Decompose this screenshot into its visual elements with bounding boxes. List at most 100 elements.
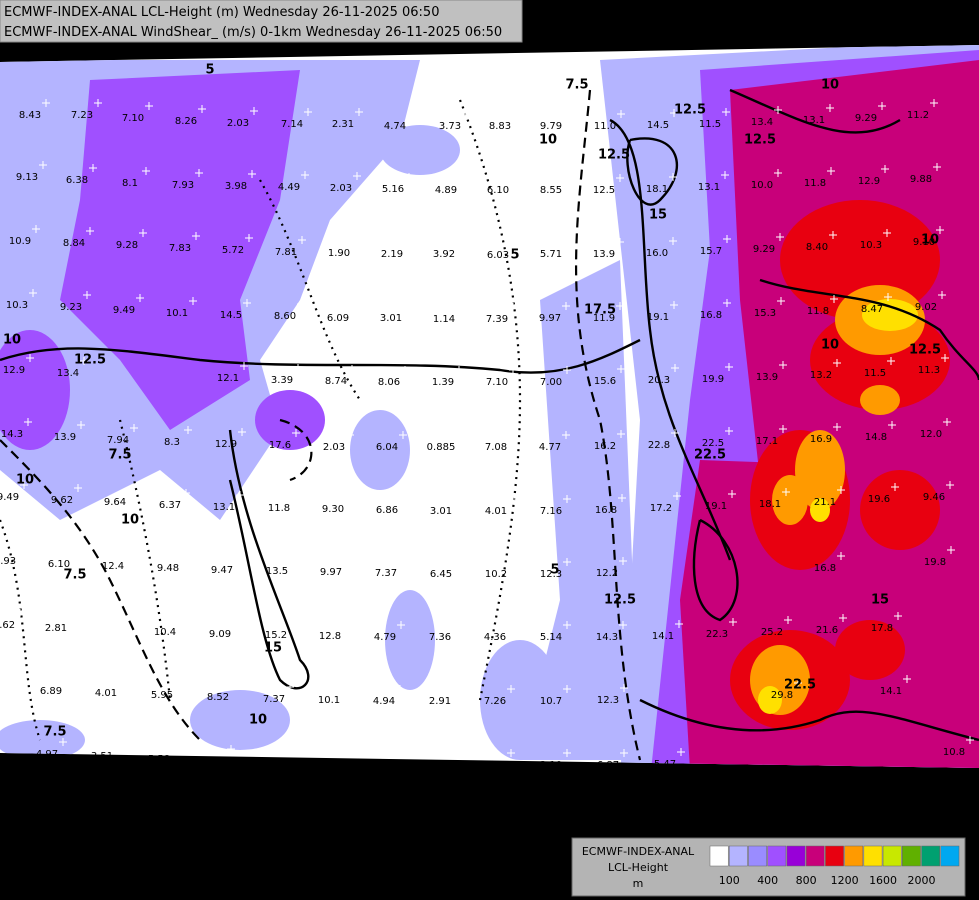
contour-label: 12.5 — [604, 593, 636, 608]
legend-swatch — [921, 845, 941, 867]
station-value: 10.9 — [9, 236, 31, 247]
contour-label: 10 — [539, 133, 557, 148]
station-marker — [563, 238, 571, 246]
station-marker — [94, 99, 102, 107]
station-value: 5.17 — [484, 760, 506, 771]
station-marker — [512, 110, 520, 118]
station-marker — [507, 749, 515, 757]
station-marker — [232, 618, 240, 626]
station-marker — [826, 104, 834, 112]
station-marker — [616, 302, 624, 310]
station-marker — [669, 173, 677, 181]
station-value: 12.5 — [593, 185, 615, 196]
station-value: 7.10 — [486, 377, 508, 388]
station-marker — [345, 493, 353, 501]
station-marker — [794, 679, 802, 687]
station-value: 13.1 — [698, 182, 720, 193]
station-marker — [671, 364, 679, 372]
legend-swatch — [709, 845, 729, 867]
station-value: 10.3 — [6, 300, 28, 311]
station-value: 4.97 — [36, 749, 58, 760]
station-marker — [227, 745, 235, 753]
station-value: 8.40 — [806, 242, 828, 253]
station-value: 8.1 — [122, 178, 138, 189]
station-marker — [245, 234, 253, 242]
station-value: 14.3 — [596, 632, 618, 643]
station-value: 10.8 — [943, 747, 965, 758]
station-value: 11.8 — [804, 178, 826, 189]
station-value: 13.9 — [54, 432, 76, 443]
contour-label: 12.5 — [74, 353, 106, 368]
station-marker — [20, 481, 28, 489]
station-marker — [881, 165, 889, 173]
station-value: 8.47 — [861, 304, 883, 315]
station-marker — [171, 743, 179, 751]
station-value: 9.47 — [211, 565, 233, 576]
station-marker — [509, 303, 517, 311]
station-marker — [304, 108, 312, 116]
station-marker — [355, 108, 363, 116]
station-value: 6.38 — [66, 175, 88, 186]
station-value: 14.5 — [647, 120, 669, 131]
station-value: 12.3 — [597, 695, 619, 706]
station-marker — [563, 685, 571, 693]
station-marker — [938, 291, 946, 299]
station-marker — [453, 431, 461, 439]
contour-label: 5 — [205, 63, 214, 78]
station-value: 13.1 — [213, 502, 235, 513]
station-marker — [722, 108, 730, 116]
station-marker — [405, 173, 413, 181]
station-marker — [888, 421, 896, 429]
station-value: 11.5 — [864, 368, 886, 379]
station-value: 6.09 — [327, 313, 349, 324]
station-marker — [946, 481, 954, 489]
station-marker — [725, 363, 733, 371]
contour-label: 7.5 — [63, 568, 86, 583]
station-marker — [827, 167, 835, 175]
contour-label: 10 — [121, 513, 139, 528]
station-value: 10.0 — [751, 180, 773, 191]
station-marker — [671, 429, 679, 437]
station-value: 9.49 — [0, 492, 19, 503]
station-value: 9.35 — [204, 756, 226, 767]
station-marker — [192, 232, 200, 240]
station-value: 21.1 — [814, 497, 836, 508]
station-value: 22.5 — [702, 438, 724, 449]
station-marker — [292, 429, 300, 437]
station-marker — [195, 169, 203, 177]
station-marker — [878, 102, 886, 110]
station-value: 2.03 — [323, 442, 345, 453]
station-marker — [891, 483, 899, 491]
station-marker — [198, 105, 206, 113]
station-value: 15.7 — [700, 246, 722, 257]
station-value: 9.79 — [540, 121, 562, 132]
station-value: 8.84 — [63, 238, 85, 249]
station-marker — [617, 430, 625, 438]
station-marker — [29, 289, 37, 297]
station-marker — [779, 425, 787, 433]
station-value: 7.83 — [169, 243, 191, 254]
station-value: 9.49 — [113, 305, 135, 316]
station-value: 2.03 — [227, 118, 249, 129]
station-value: 6.86 — [376, 505, 398, 516]
station-value: 13.1 — [803, 115, 825, 126]
station-value: 14.8 — [865, 432, 887, 443]
station-marker — [83, 291, 91, 299]
stations: 8.43 7.23 7.10 8.26 2.03 7.14 2.31 4.74 3.73 8.83… — [0, 99, 974, 771]
legend-tick-label: 400 — [757, 874, 778, 887]
station-value: 3.98 — [225, 181, 247, 192]
station-value: 4.01 — [485, 506, 507, 517]
station-value: 7.26 — [484, 696, 506, 707]
station-marker — [507, 685, 515, 693]
station-value: 8.43 — [19, 110, 41, 121]
station-value: 5.71 — [540, 249, 562, 260]
contour-label: 10 — [249, 713, 267, 728]
station-marker — [243, 299, 251, 307]
station-value: 2.81 — [45, 623, 67, 634]
station-value: 2.91 — [429, 696, 451, 707]
station-value: 7.36 — [429, 632, 451, 643]
station-marker — [837, 486, 845, 494]
station-value: 6.89 — [40, 686, 62, 697]
station-marker — [142, 167, 150, 175]
station-value: 19.8 — [924, 557, 946, 568]
